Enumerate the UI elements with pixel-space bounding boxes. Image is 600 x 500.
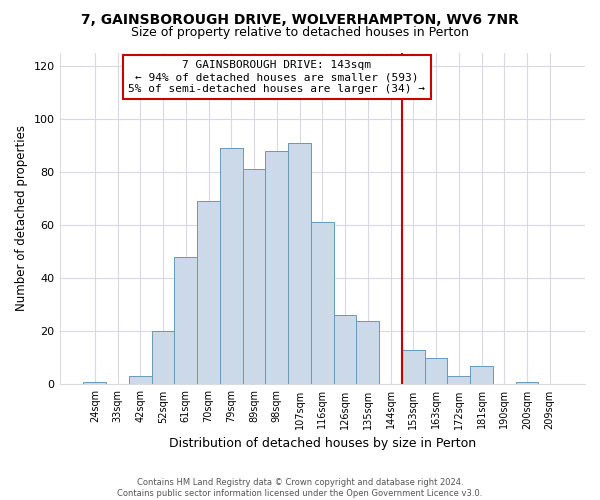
- Bar: [334, 316, 356, 384]
- Bar: [242, 170, 265, 384]
- Bar: [152, 332, 175, 384]
- Bar: [470, 366, 493, 384]
- Bar: [311, 222, 334, 384]
- Bar: [425, 358, 448, 384]
- Bar: [175, 257, 197, 384]
- Text: 7, GAINSBOROUGH DRIVE, WOLVERHAMPTON, WV6 7NR: 7, GAINSBOROUGH DRIVE, WOLVERHAMPTON, WV…: [81, 12, 519, 26]
- Bar: [220, 148, 242, 384]
- Bar: [448, 376, 470, 384]
- Bar: [515, 382, 538, 384]
- Text: Size of property relative to detached houses in Perton: Size of property relative to detached ho…: [131, 26, 469, 39]
- X-axis label: Distribution of detached houses by size in Perton: Distribution of detached houses by size …: [169, 437, 476, 450]
- Bar: [197, 201, 220, 384]
- Text: Contains HM Land Registry data © Crown copyright and database right 2024.
Contai: Contains HM Land Registry data © Crown c…: [118, 478, 482, 498]
- Bar: [288, 143, 311, 384]
- Bar: [83, 382, 106, 384]
- Bar: [402, 350, 425, 384]
- Text: 7 GAINSBOROUGH DRIVE: 143sqm
← 94% of detached houses are smaller (593)
5% of se: 7 GAINSBOROUGH DRIVE: 143sqm ← 94% of de…: [128, 60, 425, 94]
- Bar: [356, 320, 379, 384]
- Y-axis label: Number of detached properties: Number of detached properties: [15, 126, 28, 312]
- Bar: [129, 376, 152, 384]
- Bar: [265, 151, 288, 384]
